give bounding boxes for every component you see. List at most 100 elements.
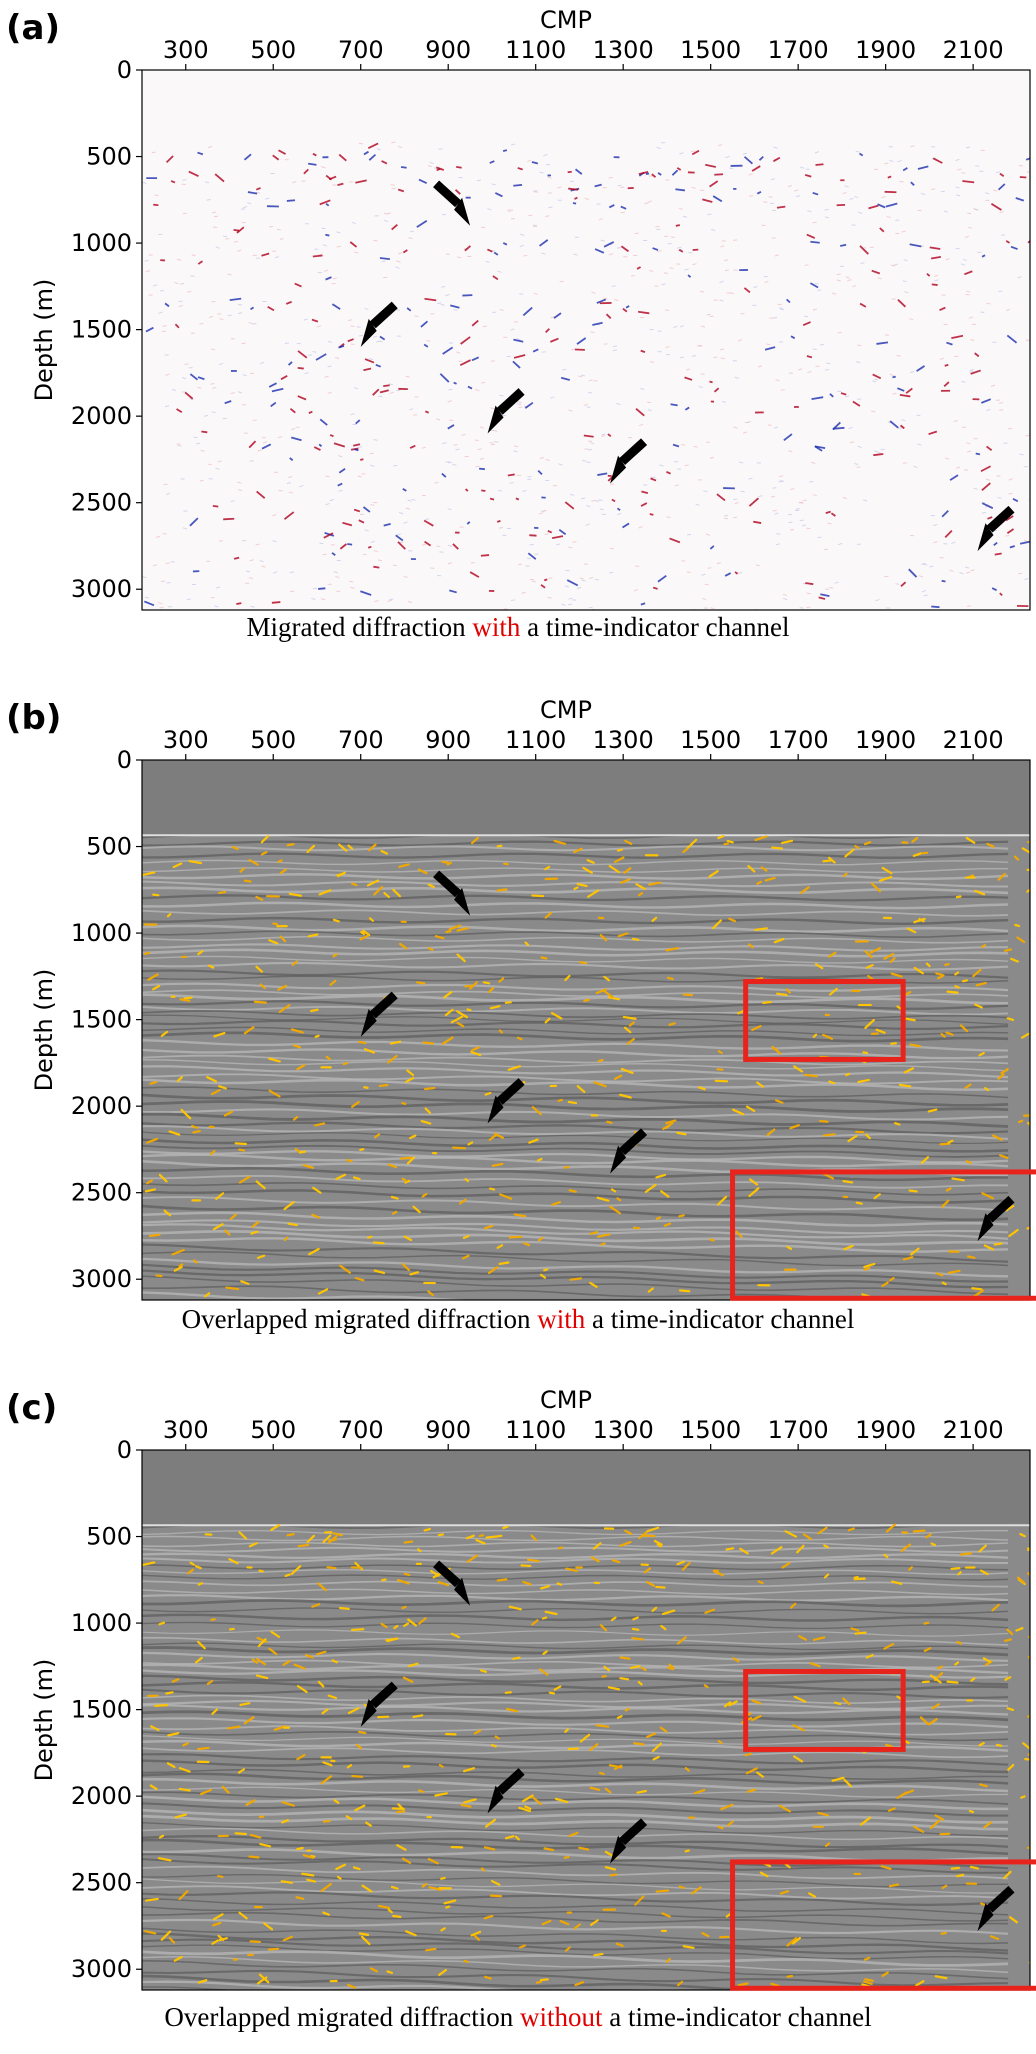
y-tick-label: 3000: [71, 1265, 132, 1293]
x-tick-label: 1300: [593, 726, 654, 754]
caption-pre: Overlapped migrated diffraction: [181, 1304, 538, 1334]
highlight-box: [743, 1669, 906, 1752]
panel-c: 300 500 700 900 1100 1300 1500 1700 1900 2100 0 500…: [0, 1380, 1036, 2054]
caption-highlight: with: [472, 612, 521, 642]
x-tick-label: 300: [163, 36, 209, 64]
panel-b: 300 500 700 900 1100 1300 1500 1700 1900 2100 0 500…: [0, 690, 1036, 1350]
figure-b: 300 500 700 900 1100 1300 1500 1700 1900 2100 0 500…: [30, 726, 1036, 1301]
x-tick-label: 1100: [505, 36, 566, 64]
caption-c: Overlapped migrated diffraction without …: [0, 2002, 1036, 2033]
arrow-icon: [977, 1885, 1015, 1932]
x-tick-label: 1700: [768, 36, 829, 64]
arrow-icon: [487, 1768, 525, 1814]
caption-post: a time-indicator channel: [520, 612, 790, 642]
panel-label: (a): [6, 8, 61, 48]
y-tick-label: 0: [117, 1436, 132, 1464]
arrow-icon: [360, 991, 398, 1037]
x-tick-label: 2100: [943, 36, 1004, 64]
x-tick-label: 300: [163, 726, 209, 754]
y-tick-label: 0: [117, 56, 132, 84]
y-tick-label: 1000: [71, 1609, 132, 1637]
x-axis-title: CMP: [540, 6, 592, 34]
y-tick-label: 1500: [71, 316, 132, 344]
x-tick-label: 1300: [593, 1416, 654, 1444]
arrow-icon: [610, 1128, 648, 1174]
x-tick-label: 2100: [943, 1416, 1004, 1444]
y-tick-label: 3000: [71, 1955, 132, 1983]
figure-c: 300 500 700 900 1100 1300 1500 1700 1900 2100 0 500…: [30, 1416, 1036, 1991]
plot-frame: [141, 759, 1031, 1301]
plot-frame: [141, 1449, 1031, 1991]
caption-post: a time-indicator channel: [585, 1304, 855, 1334]
x-tick-label: 500: [250, 36, 296, 64]
highlight-box: [730, 1169, 1036, 1301]
y-tick-label: 0: [117, 746, 132, 774]
y-tick-label: 2000: [71, 1092, 132, 1120]
x-tick-label: 1100: [505, 726, 566, 754]
seismic-image: [142, 760, 1030, 1300]
y-tick-label: 2000: [71, 1782, 132, 1810]
x-tick-label: 1900: [855, 36, 916, 64]
y-tick-label: 2500: [71, 1869, 132, 1897]
x-tick-label: 1900: [855, 1416, 916, 1444]
caption-a: Migrated diffraction with a time-indicat…: [0, 612, 1036, 643]
y-tick-label: 1500: [71, 1006, 132, 1034]
x-tick-label: 1100: [505, 1416, 566, 1444]
x-tick-label: 900: [425, 1416, 471, 1444]
x-tick-label: 1300: [593, 36, 654, 64]
panel-label: (b): [6, 698, 62, 738]
y-tick-label: 1000: [71, 229, 132, 257]
y-tick-label: 2500: [71, 1179, 132, 1207]
x-tick-label: 1700: [768, 726, 829, 754]
arrow-icon: [433, 180, 471, 226]
y-axis-title: Depth (m): [30, 1659, 58, 1782]
x-tick-label: 1900: [855, 726, 916, 754]
seismic-image: [142, 1450, 1030, 1990]
y-tick-label: 500: [86, 143, 132, 171]
x-tick-label: 700: [338, 1416, 384, 1444]
x-tick-label: 900: [425, 36, 471, 64]
arrow-icon: [433, 1560, 471, 1606]
arrow-icon: [360, 1681, 398, 1727]
caption-pre: Migrated diffraction: [246, 612, 473, 642]
x-tick-label: 500: [250, 1416, 296, 1444]
arrow-icon: [977, 505, 1015, 552]
panel-label: (c): [6, 1388, 58, 1428]
x-tick-label: 900: [425, 726, 471, 754]
caption-pre: Overlapped migrated diffraction: [164, 2002, 520, 2032]
arrow-icon: [433, 870, 471, 916]
caption-b: Overlapped migrated diffraction with a t…: [0, 1304, 1036, 1335]
x-tick-label: 2100: [943, 726, 1004, 754]
y-tick-label: 1500: [71, 1696, 132, 1724]
highlight-box: [730, 1859, 1036, 1991]
panel-a: 300 500 700 900 1100 1300 1500 1700 1900 2100 0 500…: [0, 0, 1036, 660]
seismic-image: [142, 70, 1030, 610]
x-tick-label: 700: [338, 36, 384, 64]
x-tick-label: 700: [338, 726, 384, 754]
caption-post: a time-indicator channel: [602, 2002, 872, 2032]
arrow-icon: [610, 438, 648, 484]
arrow-icon: [977, 1195, 1015, 1242]
x-tick-label: 1700: [768, 1416, 829, 1444]
y-tick-label: 500: [86, 833, 132, 861]
y-tick-label: 3000: [71, 575, 132, 603]
y-axis-title: Depth (m): [30, 969, 58, 1092]
arrow-icon: [360, 301, 398, 347]
plot-frame: [141, 69, 1031, 611]
x-tick-label: 1500: [680, 1416, 741, 1444]
x-tick-label: 300: [163, 1416, 209, 1444]
caption-highlight: without: [519, 2002, 603, 2032]
x-axis-title: CMP: [540, 1386, 592, 1414]
y-tick-label: 2000: [71, 402, 132, 430]
x-tick-label: 1500: [680, 36, 741, 64]
y-tick-label: 500: [86, 1523, 132, 1551]
y-tick-label: 2500: [71, 489, 132, 517]
arrow-icon: [487, 1078, 525, 1124]
highlight-box: [743, 979, 906, 1062]
x-axis-title: CMP: [540, 696, 592, 724]
y-tick-label: 1000: [71, 919, 132, 947]
figure-a: 300 500 700 900 1100 1300 1500 1700 1900 2100 0 500…: [30, 36, 1031, 611]
x-tick-label: 500: [250, 726, 296, 754]
arrow-icon: [610, 1818, 648, 1864]
x-tick-label: 1500: [680, 726, 741, 754]
